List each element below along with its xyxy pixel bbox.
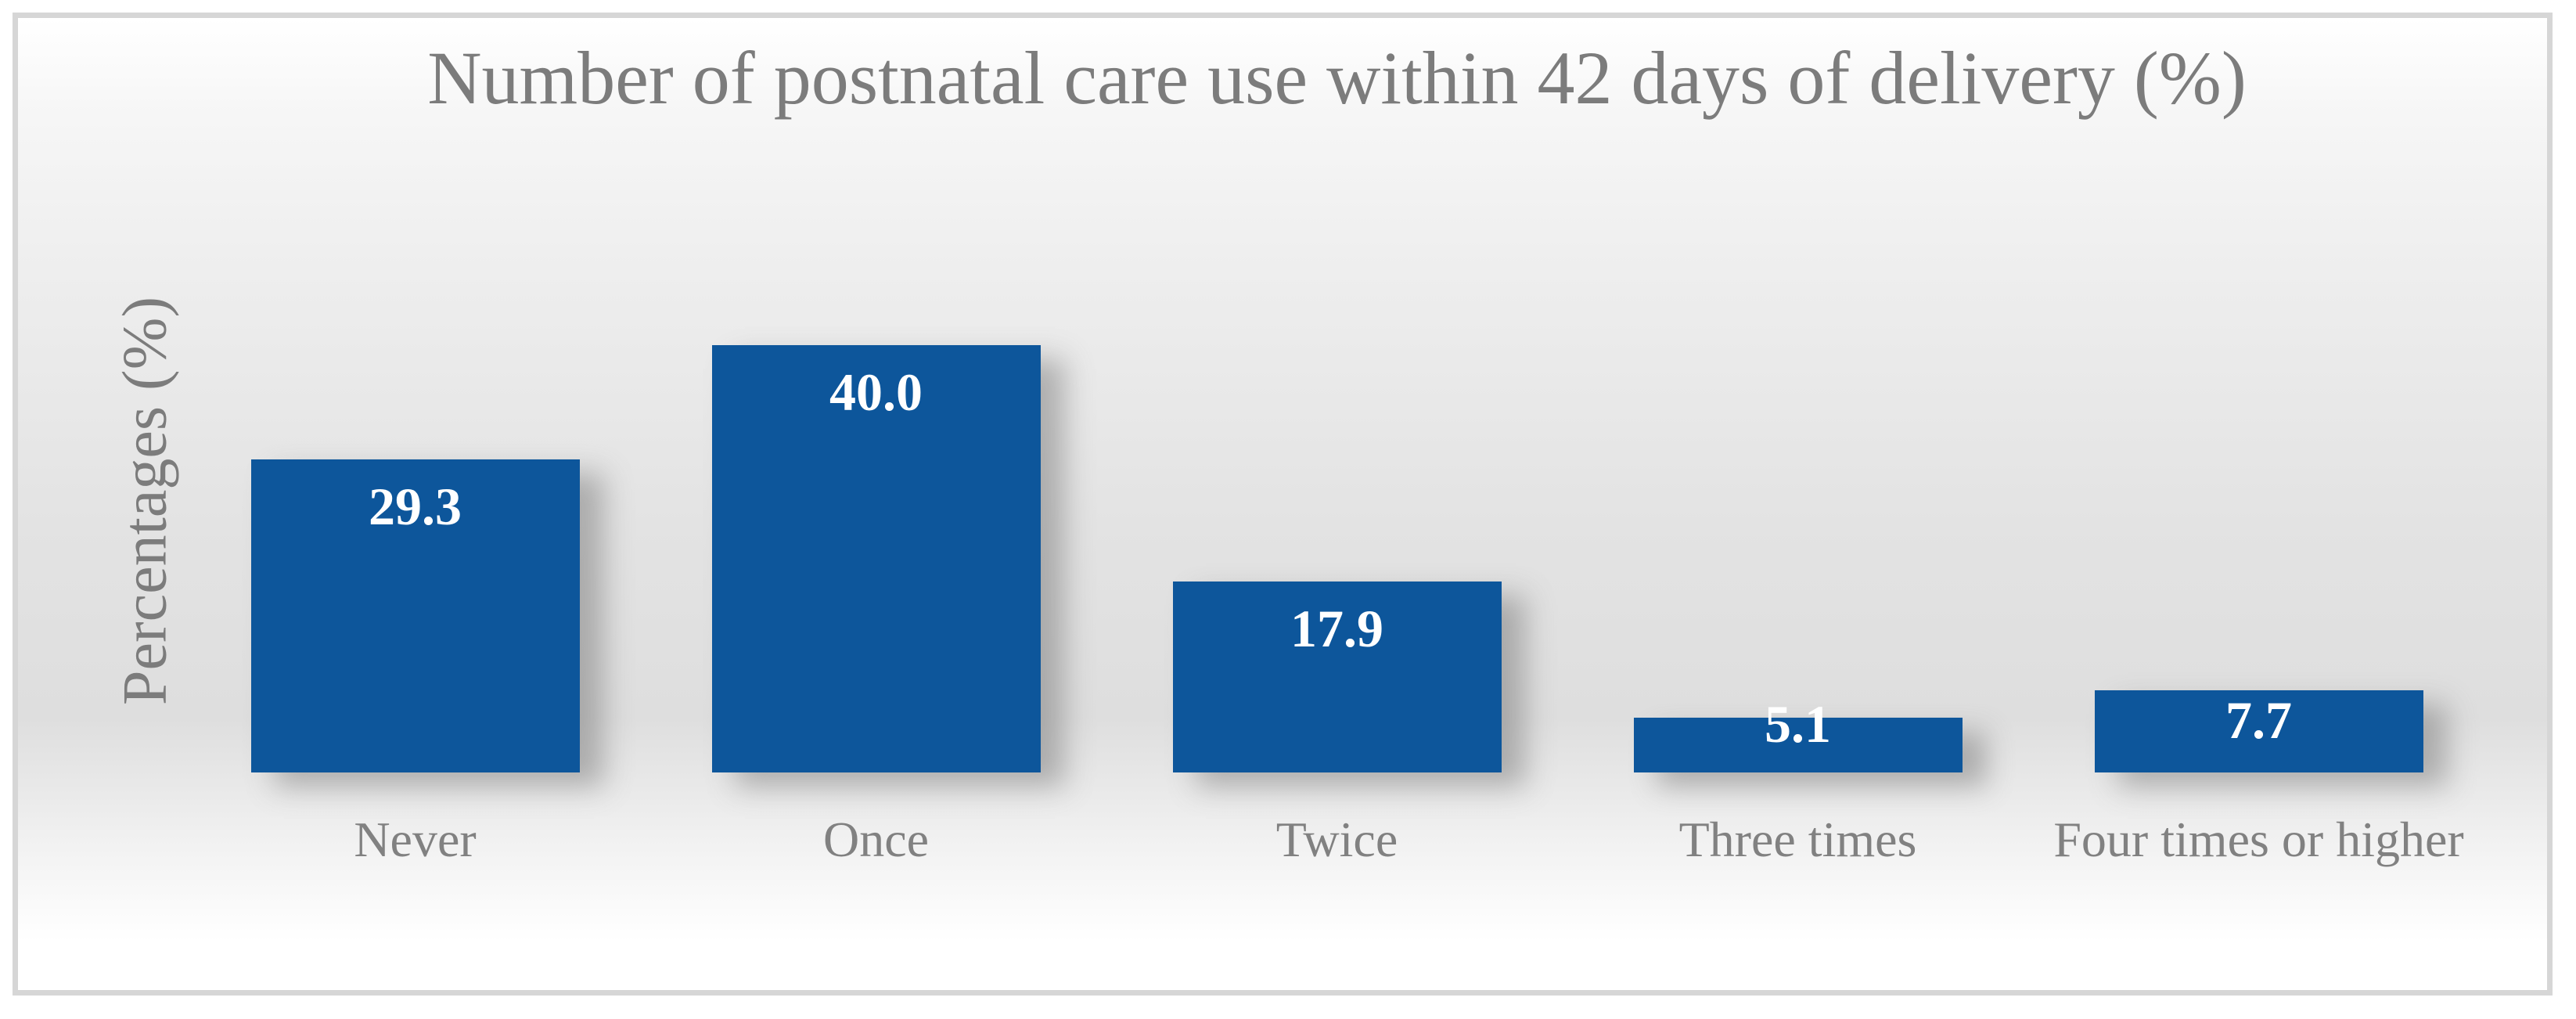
- bar-once: 40.0: [711, 345, 1041, 772]
- x-axis-label-once: Once: [822, 812, 930, 867]
- value-label: 29.3: [369, 477, 462, 536]
- value-label: 5.1: [1765, 694, 1831, 754]
- x-axis-label-twice: Twice: [1275, 812, 1398, 867]
- value-label: 40.0: [829, 362, 923, 422]
- bar-column-three-times: 5.1: [1567, 0, 2028, 772]
- x-axis-label-never: Never: [354, 812, 477, 867]
- bar-twice: 17.9: [1172, 582, 1502, 772]
- bar-four-or-more: 7.7: [2094, 690, 2423, 772]
- bar-never: 29.3: [250, 459, 580, 772]
- x-axis-label-four-or-more: Four times or higher: [2053, 812, 2464, 867]
- bar-column-never: 29.3: [185, 0, 646, 772]
- x-axis-label-three-times: Three times: [1678, 812, 1917, 867]
- bar-three-times: 5.1: [1633, 697, 1963, 772]
- chart-title: Number of postnatal care use within 42 d…: [427, 36, 2247, 120]
- plot-area: 29.3 40.0 17.9 5.1 7.7: [185, 0, 2489, 772]
- value-label: 7.7: [2225, 690, 2292, 750]
- bar-column-twice: 17.9: [1106, 0, 1567, 772]
- bar-column-four-or-more: 7.7: [2028, 0, 2489, 772]
- value-label: 17.9: [1290, 599, 1383, 658]
- bar-column-once: 40.0: [646, 0, 1106, 772]
- x-axis: Never Once Twice Three times Four times …: [185, 806, 2489, 873]
- y-axis-label: Percentages (%): [110, 297, 180, 705]
